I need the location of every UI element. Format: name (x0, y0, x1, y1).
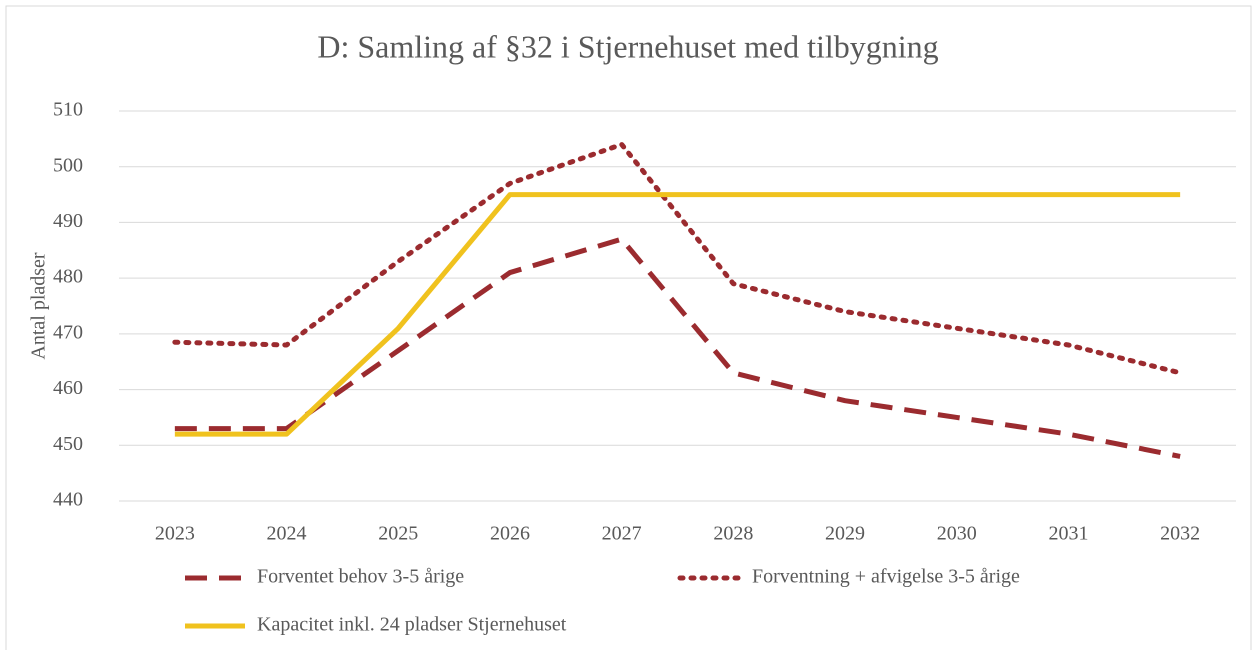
legend-label: Kapacitet inkl. 24 pladser Stjernehuset (257, 614, 567, 636)
x-tick-label: 2024 (267, 523, 307, 545)
legend-label: Forventet behov 3-5 årige (257, 566, 464, 588)
y-tick-label: 450 (53, 433, 83, 455)
x-tick-label: 2030 (937, 523, 977, 545)
x-tick-label: 2029 (825, 523, 865, 545)
chart-border (5, 5, 1252, 650)
x-tick-label: 2026 (490, 523, 530, 545)
y-tick-label: 490 (53, 210, 83, 232)
y-tick-label: 480 (53, 266, 83, 288)
line-series (174, 236, 1181, 459)
x-tick-label: 2028 (713, 523, 753, 545)
x-tick-label: 2032 (1160, 523, 1200, 545)
chart-title: D: Samling af §32 i Stjernehuset med til… (317, 28, 938, 64)
line-series (172, 141, 1183, 376)
y-tick-label: 460 (53, 377, 83, 399)
x-tick-label: 2031 (1048, 523, 1088, 545)
line-series (174, 192, 1181, 437)
x-tick-label: 2025 (378, 523, 418, 545)
y-tick-label: 440 (53, 489, 83, 511)
x-tick-label: 2023 (155, 523, 195, 545)
y-tick-label: 500 (53, 154, 83, 176)
y-tick-label: 470 (53, 321, 83, 343)
y-tick-label: 510 (53, 99, 83, 121)
x-tick-label: 2027 (602, 523, 642, 545)
y-axis-label: Antal pladser (28, 252, 50, 360)
legend-label: Forventning + afvigelse 3-5 årige (752, 566, 1020, 588)
